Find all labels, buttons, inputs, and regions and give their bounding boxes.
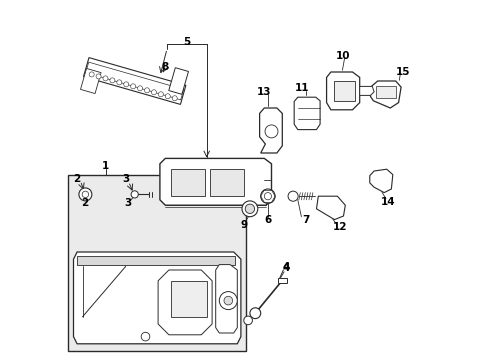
Circle shape — [249, 308, 260, 319]
Polygon shape — [85, 62, 183, 100]
Polygon shape — [259, 108, 282, 153]
Circle shape — [141, 332, 149, 341]
Circle shape — [219, 292, 237, 310]
Polygon shape — [168, 68, 188, 94]
Bar — [210, 169, 244, 196]
Polygon shape — [369, 169, 392, 193]
Bar — [170, 281, 206, 317]
Circle shape — [172, 96, 177, 101]
Circle shape — [89, 72, 94, 77]
Circle shape — [264, 193, 271, 200]
Circle shape — [224, 296, 232, 305]
Text: 10: 10 — [336, 51, 350, 61]
Circle shape — [130, 84, 135, 89]
Polygon shape — [215, 265, 237, 333]
Bar — [277, 278, 286, 283]
Circle shape — [123, 82, 128, 87]
Bar — [333, 81, 355, 101]
Text: 5: 5 — [183, 37, 190, 48]
Circle shape — [110, 78, 115, 83]
Text: 12: 12 — [332, 222, 346, 232]
Polygon shape — [294, 97, 320, 130]
Text: 4: 4 — [282, 263, 289, 273]
Polygon shape — [158, 270, 212, 335]
Circle shape — [158, 92, 163, 97]
Text: 14: 14 — [381, 197, 395, 207]
Text: 15: 15 — [395, 67, 409, 77]
Circle shape — [144, 88, 149, 93]
Circle shape — [244, 204, 254, 213]
Text: 8: 8 — [162, 62, 168, 72]
Circle shape — [96, 74, 101, 79]
Bar — [170, 169, 204, 196]
Circle shape — [137, 86, 142, 91]
Circle shape — [103, 76, 108, 81]
Text: 3: 3 — [123, 198, 131, 208]
Text: 9: 9 — [241, 220, 247, 230]
Circle shape — [242, 201, 257, 217]
Circle shape — [131, 191, 138, 198]
Circle shape — [264, 125, 277, 138]
Polygon shape — [73, 252, 241, 344]
Text: 3: 3 — [122, 174, 129, 184]
Polygon shape — [81, 68, 101, 94]
Polygon shape — [316, 196, 345, 220]
Circle shape — [165, 94, 170, 99]
Circle shape — [79, 188, 92, 201]
Circle shape — [287, 191, 298, 201]
Text: 6: 6 — [264, 215, 271, 225]
Polygon shape — [160, 158, 271, 205]
Circle shape — [244, 316, 252, 325]
Text: 7: 7 — [302, 215, 309, 225]
Bar — [375, 86, 395, 98]
Circle shape — [117, 80, 122, 85]
Text: 13: 13 — [257, 87, 271, 97]
Text: 11: 11 — [294, 83, 309, 93]
Text: 2: 2 — [73, 174, 81, 184]
Polygon shape — [359, 86, 373, 95]
Polygon shape — [326, 72, 359, 110]
Polygon shape — [83, 58, 185, 104]
Bar — [77, 256, 235, 265]
Text: 4: 4 — [282, 262, 289, 272]
Polygon shape — [370, 81, 400, 108]
Circle shape — [82, 191, 88, 198]
Text: 1: 1 — [102, 161, 109, 171]
Bar — [68, 175, 246, 351]
Text: 2: 2 — [81, 198, 88, 208]
Circle shape — [260, 189, 275, 203]
Circle shape — [151, 90, 156, 95]
